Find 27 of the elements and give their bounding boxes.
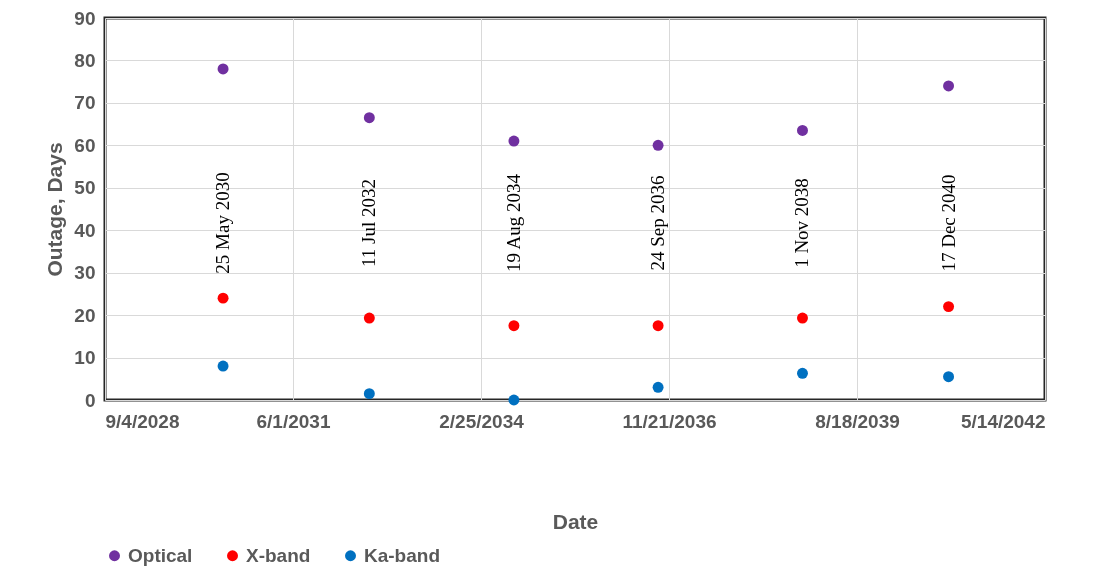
y-tick-label: 60 xyxy=(74,134,96,156)
x-axis-title: Date xyxy=(552,509,599,533)
x-tick-label: 2/25/2034 xyxy=(439,410,525,432)
annotation: 11 Jul 2032 xyxy=(358,179,380,267)
legend-label: X-band xyxy=(246,544,311,566)
y-tick-label: 10 xyxy=(74,347,96,369)
y-tick-label: 50 xyxy=(74,177,96,199)
x-tick-label: 8/18/2039 xyxy=(815,410,900,432)
x-tick-label: 11/21/2036 xyxy=(622,410,717,432)
y-tick-label: 70 xyxy=(74,92,96,114)
x-tick-label: 5/14/2042 xyxy=(960,410,1046,432)
y-tick-label: 0 xyxy=(84,389,96,411)
annotation: 17 Dec 2040 xyxy=(937,174,959,272)
x-tick-label: 6/1/2031 xyxy=(256,410,331,432)
legend-label: Optical xyxy=(128,544,193,566)
x-tick-label: 9/4/2028 xyxy=(105,410,180,432)
y-tick-label: 20 xyxy=(74,304,96,326)
annotation: 19 Aug 2034 xyxy=(502,173,524,273)
y-tick-label: 40 xyxy=(74,219,96,241)
legend-label: Ka-band xyxy=(364,544,440,566)
y-axis-title: Outage, Days xyxy=(43,142,67,277)
y-tick-label: 90 xyxy=(74,7,96,29)
annotation: 25 May 2030 xyxy=(212,172,234,274)
y-tick-label: 80 xyxy=(74,49,96,71)
y-tick-label: 30 xyxy=(74,262,96,284)
annotation: 1 Nov 2038 xyxy=(791,178,813,268)
annotation: 24 Sep 2036 xyxy=(647,175,669,271)
